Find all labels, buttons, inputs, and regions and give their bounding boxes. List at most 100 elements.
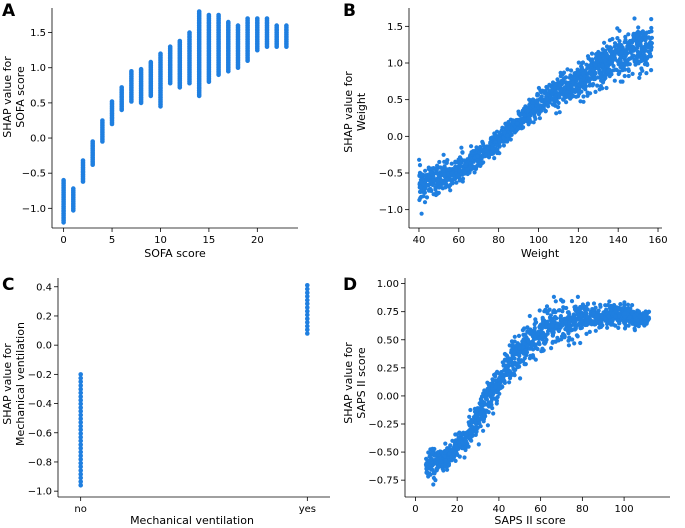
data-point — [305, 308, 310, 314]
data-point — [493, 382, 498, 387]
data-point — [637, 50, 642, 55]
data-point — [78, 471, 83, 477]
panel-d-xlabel: SAPS II score — [494, 514, 566, 527]
data-point — [595, 66, 601, 71]
data-point — [544, 97, 550, 102]
data-point — [619, 61, 624, 66]
data-point — [468, 427, 473, 432]
data-point — [305, 305, 310, 310]
data-point — [78, 431, 83, 436]
panel-a: A 0 5 10 15 20 −1.0 −0.5 0.0 0.5 1.0 1.5 SOFA scor… — [1, 1, 298, 260]
data-point — [534, 346, 539, 351]
data-band — [264, 16, 270, 49]
data-point — [479, 398, 484, 403]
y-tick-label: 0.0 — [387, 132, 403, 143]
data-point — [610, 317, 616, 322]
data-point — [570, 80, 576, 85]
data-point — [549, 85, 554, 90]
data-point — [552, 308, 557, 313]
data-point — [78, 427, 83, 433]
data-point — [522, 362, 527, 367]
x-tick-label: 140 — [609, 235, 628, 246]
data-point — [575, 312, 580, 317]
data-point — [539, 108, 544, 113]
data-point — [478, 144, 483, 150]
data-point — [602, 40, 607, 45]
data-point — [490, 146, 495, 152]
data-point — [438, 184, 443, 189]
data-point — [462, 158, 467, 163]
panel-d-axes: 0 20 40 60 80 100 −0.75 −0.50 −0.25 0.00 0.25 0.50 0… — [368, 278, 670, 515]
data-point — [527, 97, 532, 102]
data-point — [417, 163, 423, 168]
data-point — [78, 398, 83, 403]
data-point — [620, 68, 625, 73]
data-point — [78, 438, 83, 444]
data-point — [632, 322, 638, 327]
data-point — [593, 63, 598, 68]
data-band — [138, 66, 144, 106]
data-point — [573, 324, 579, 329]
data-point — [581, 94, 586, 99]
data-point — [460, 176, 466, 181]
data-point — [549, 88, 555, 93]
data-point — [109, 99, 115, 104]
data-point — [585, 66, 590, 71]
data-point — [518, 376, 523, 381]
data-point — [626, 57, 631, 62]
x-tick-label: yes — [299, 504, 316, 515]
data-point — [522, 356, 527, 361]
data-point — [148, 59, 154, 65]
data-point — [589, 51, 595, 56]
x-tick-label: 80 — [576, 504, 589, 515]
data-point — [593, 71, 598, 76]
data-point — [441, 152, 446, 157]
data-point — [428, 170, 433, 175]
data-point — [585, 314, 590, 319]
data-point — [589, 76, 594, 81]
data-point — [515, 121, 520, 126]
data-point — [486, 145, 491, 150]
y-tick-label: −0.6 — [28, 428, 52, 439]
y-tick-label: 1.5 — [387, 22, 403, 33]
y-tick-label: 0.0 — [30, 134, 46, 145]
data-point — [486, 404, 492, 409]
data-point — [488, 141, 493, 146]
data-point — [90, 139, 95, 144]
data-point — [619, 50, 624, 55]
data-point — [630, 309, 635, 314]
data-point — [488, 381, 493, 386]
panel-a-ylabel-line2: SOFA score — [14, 66, 27, 128]
data-point — [545, 311, 550, 316]
data-point — [78, 375, 83, 381]
data-point — [553, 97, 558, 102]
data-point — [558, 88, 563, 93]
data-point — [305, 286, 310, 292]
data-point — [235, 23, 241, 28]
data-point — [477, 159, 482, 164]
data-point — [513, 367, 518, 372]
data-point — [575, 334, 580, 339]
data-point — [537, 116, 543, 121]
data-point — [556, 91, 561, 96]
data-point — [426, 166, 431, 172]
y-tick-label: 1.5 — [30, 28, 46, 39]
data-point — [566, 338, 571, 343]
data-point — [525, 325, 530, 330]
data-point — [78, 483, 83, 488]
data-point — [604, 52, 610, 57]
data-point — [561, 70, 567, 75]
data-point — [500, 360, 505, 365]
data-point — [438, 174, 443, 179]
data-point — [245, 16, 250, 21]
data-point — [449, 454, 454, 459]
data-point — [622, 302, 627, 308]
data-point — [599, 324, 604, 329]
data-point — [636, 309, 642, 314]
data-point — [430, 182, 435, 187]
panel-b-ylabel-line1: SHAP value for — [342, 71, 355, 153]
y-tick-label: −0.4 — [28, 399, 52, 410]
data-point — [305, 316, 310, 322]
panel-a-plot — [61, 9, 289, 225]
data-point — [447, 458, 452, 463]
